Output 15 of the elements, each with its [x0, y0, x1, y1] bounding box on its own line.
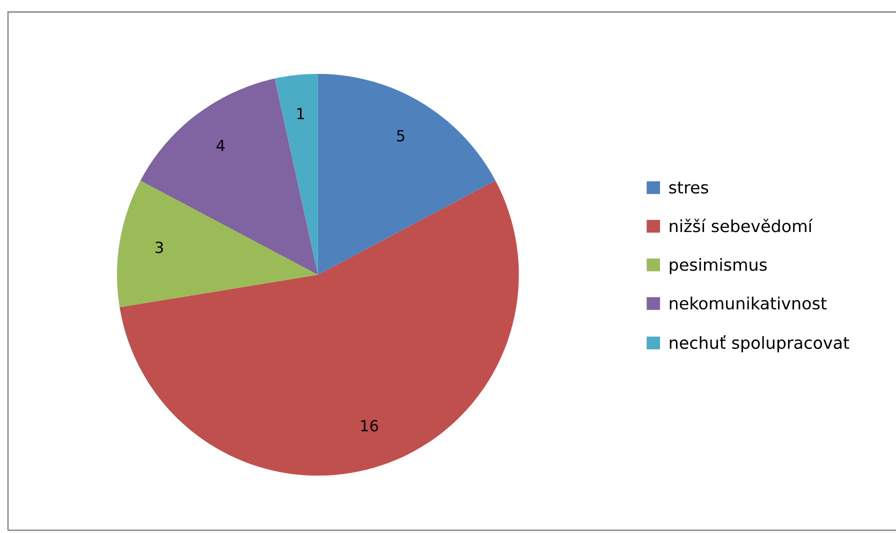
data-label: 1 [297, 108, 304, 120]
pie-slice [140, 78, 318, 275]
data-label: 16 [361, 420, 378, 432]
pie-slice [116, 180, 318, 308]
data-label: 5 [397, 130, 404, 142]
legend-label: stres [669, 182, 708, 194]
legend-label: nekomunikativnost [670, 296, 827, 310]
legend-label: pesimismus [670, 258, 767, 274]
legend-label: nižší sebevědomí [670, 218, 813, 232]
data-label: 4 [216, 140, 225, 152]
pie-slice [318, 74, 496, 275]
data-label: 3 [156, 242, 163, 254]
pie-slice [120, 180, 519, 476]
legend-label: nechuť spolupracovat [670, 335, 850, 352]
pie-slice [274, 74, 318, 275]
